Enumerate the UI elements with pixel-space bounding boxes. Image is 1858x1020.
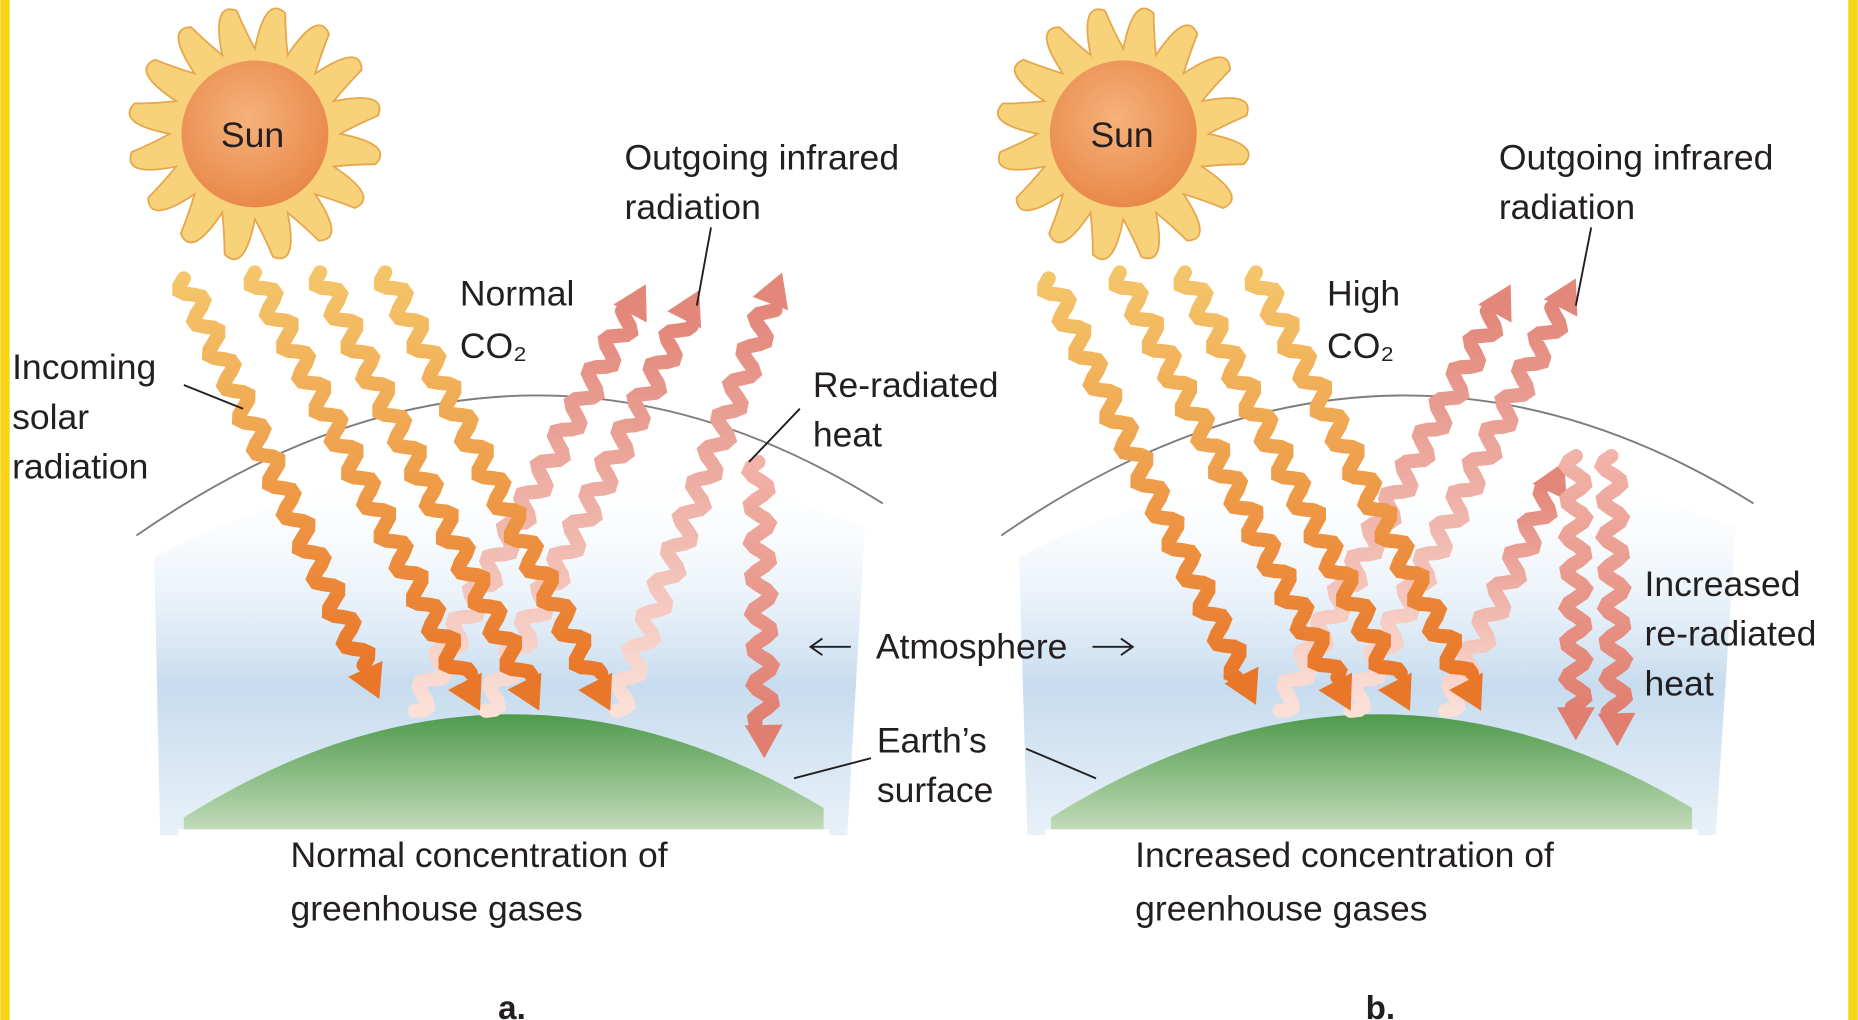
radiation-wave bbox=[1593, 448, 1634, 720]
arrowhead bbox=[667, 290, 702, 329]
leaders bbox=[183, 227, 1593, 780]
leader-line bbox=[1574, 227, 1593, 306]
co2-label: Normal bbox=[460, 274, 575, 314]
atmosphere-line bbox=[1000, 394, 1755, 537]
radiation-wave bbox=[1557, 448, 1594, 715]
sun bbox=[1049, 60, 1197, 208]
sun-label: Sun bbox=[221, 115, 284, 155]
outgoing-label: Outgoing infrared bbox=[1499, 137, 1774, 177]
leader-line bbox=[1025, 747, 1097, 780]
arrowhead bbox=[1224, 666, 1259, 705]
outgoing-label: radiation bbox=[625, 187, 761, 227]
arrowhead bbox=[752, 272, 789, 311]
reradiated-label: heat bbox=[813, 415, 882, 455]
background bbox=[128, 7, 1755, 853]
radiation-wave bbox=[373, 265, 609, 681]
border bbox=[0, 0, 10, 1020]
border bbox=[1848, 0, 1858, 1020]
arrows bbox=[172, 265, 1636, 759]
arrowhead bbox=[613, 284, 647, 323]
arrowhead bbox=[1478, 284, 1512, 323]
reradiated-label: re-radiated bbox=[1645, 614, 1817, 654]
earth-fade bbox=[1045, 829, 1698, 853]
radiation-wave bbox=[740, 454, 781, 730]
co2-label: High bbox=[1327, 274, 1400, 314]
leader-line bbox=[183, 384, 244, 410]
atmosphere-arrows bbox=[808, 637, 1135, 656]
radiation-wave bbox=[243, 265, 478, 681]
radiation-wave bbox=[1343, 300, 1569, 718]
radiation-wave bbox=[172, 271, 376, 673]
leader-line bbox=[695, 227, 712, 306]
labels: Sun Sun Outgoing infrared radiation Outg… bbox=[12, 115, 1816, 1020]
outgoing-label: Outgoing infrared bbox=[625, 137, 900, 177]
panel-label: a. bbox=[498, 990, 526, 1020]
leader-line bbox=[748, 408, 801, 463]
caption: Increased concentration of bbox=[1135, 835, 1554, 875]
radiation-wave bbox=[609, 302, 783, 718]
sun-label: Sun bbox=[1090, 115, 1153, 155]
arrowhead bbox=[1377, 672, 1412, 711]
earth bbox=[183, 714, 824, 844]
atmosphere-line bbox=[135, 394, 884, 537]
earth bbox=[1051, 714, 1692, 844]
atmosphere-label: Atmosphere bbox=[876, 627, 1068, 667]
arrowhead bbox=[578, 672, 613, 711]
sun bbox=[181, 60, 329, 208]
reradiated-label: Increased bbox=[1645, 564, 1801, 604]
incoming-label: Incoming bbox=[12, 347, 156, 387]
radiation-wave bbox=[1108, 265, 1348, 685]
arrowhead bbox=[447, 672, 482, 711]
arrowhead bbox=[1543, 278, 1578, 317]
panel-label: b. bbox=[1366, 990, 1395, 1020]
leader-line bbox=[793, 757, 872, 780]
reradiated-label: Re-radiated bbox=[813, 365, 999, 405]
co2-label: CO₂ bbox=[460, 326, 527, 366]
reradiated-label: heat bbox=[1645, 663, 1714, 703]
earth-fade bbox=[177, 829, 830, 853]
co2-label: CO₂ bbox=[1327, 326, 1394, 366]
arrowhead bbox=[744, 724, 783, 759]
earth-label: Earth’s bbox=[877, 720, 987, 760]
earth-label: surface bbox=[877, 770, 994, 810]
arrowhead bbox=[1318, 672, 1353, 711]
outgoing-label: radiation bbox=[1499, 187, 1635, 227]
incoming-label: solar bbox=[12, 397, 89, 437]
caption: greenhouse gases bbox=[290, 888, 582, 928]
arrowhead bbox=[1556, 707, 1595, 741]
radiation-wave bbox=[1037, 271, 1247, 685]
incoming-label: radiation bbox=[12, 447, 148, 487]
arrowhead bbox=[1532, 462, 1567, 501]
arrowhead bbox=[507, 672, 542, 711]
radiation-wave bbox=[308, 265, 539, 683]
radiation-wave bbox=[1244, 265, 1479, 681]
radiation-wave bbox=[1173, 265, 1408, 681]
caption: Normal concentration of bbox=[290, 835, 667, 875]
arrowhead bbox=[348, 660, 383, 699]
arrowhead bbox=[1597, 712, 1636, 747]
caption: greenhouse gases bbox=[1135, 888, 1427, 928]
arrowhead bbox=[1449, 672, 1483, 711]
